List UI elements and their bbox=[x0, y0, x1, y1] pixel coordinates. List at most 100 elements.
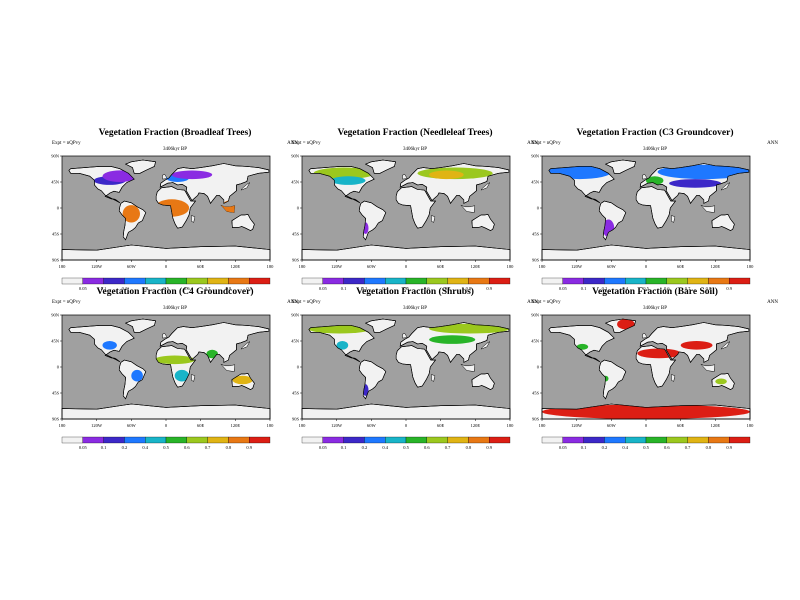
colorbar-label: 0.7 bbox=[205, 286, 211, 291]
coastline bbox=[471, 214, 495, 231]
lat-tick-label: 90N bbox=[291, 313, 300, 318]
colorbar-swatch bbox=[301, 436, 323, 444]
lon-tick-label: 60W bbox=[607, 264, 617, 269]
vegetation-region-2 bbox=[429, 170, 464, 180]
colorbar-label: 0.5 bbox=[403, 445, 409, 450]
colorbar-swatch bbox=[541, 436, 563, 444]
lat-tick-label: 45N bbox=[531, 180, 540, 185]
time-label: 3406kyr BP bbox=[642, 147, 668, 152]
colorbar-swatch bbox=[541, 277, 563, 285]
colorbar-swatch bbox=[562, 436, 584, 444]
lon-tick-label: 0 bbox=[405, 264, 408, 269]
lat-tick-label: 45N bbox=[51, 180, 60, 185]
colorbar-swatch bbox=[385, 436, 407, 444]
colorbar-label: 0.2 bbox=[122, 286, 128, 291]
island-1 bbox=[240, 340, 251, 350]
season-label: ANN bbox=[527, 141, 538, 146]
lon-tick-label: 0 bbox=[645, 264, 648, 269]
island-3 bbox=[402, 174, 408, 180]
colorbar-label: 0.7 bbox=[445, 286, 451, 291]
island-1 bbox=[240, 181, 251, 191]
colorbar-label: 0.9 bbox=[726, 286, 732, 291]
colorbar-swatch bbox=[249, 436, 271, 444]
colorbar-label: 0.8 bbox=[706, 445, 712, 450]
colorbar-swatch bbox=[489, 277, 511, 285]
lon-tick-label: 180 bbox=[299, 264, 307, 269]
time-label: 3406kyr BP bbox=[642, 306, 668, 311]
vegetation-region-1 bbox=[174, 369, 190, 382]
coastline bbox=[395, 345, 437, 388]
panel-c3-groundcover: Vegetation Fraction (C3 Groundcover) Exp… bbox=[530, 128, 780, 318]
colorbar-swatch bbox=[186, 436, 208, 444]
vegetation-region-1 bbox=[429, 323, 510, 334]
colorbar-swatch bbox=[468, 436, 490, 444]
colorbar-label: 0.1 bbox=[101, 286, 107, 291]
coastline bbox=[471, 373, 495, 390]
colorbar-label: 0.6 bbox=[184, 286, 190, 291]
vegetation-region-2 bbox=[617, 319, 635, 330]
colorbar-label: 0.2 bbox=[602, 286, 608, 291]
lon-tick-label: 0 bbox=[645, 423, 648, 428]
colorbar-label: 0.6 bbox=[424, 445, 430, 450]
colorbar-label: 0.6 bbox=[184, 445, 190, 450]
panel-bare-soil: Vegetation Fraction (Bare Soil) Expt = n… bbox=[530, 287, 780, 477]
lon-tick-label: 60W bbox=[127, 423, 137, 428]
lon-tick-label: 180 bbox=[59, 423, 67, 428]
island-0 bbox=[700, 204, 716, 213]
colorbar-swatch bbox=[186, 277, 208, 285]
colorbar-swatch bbox=[426, 277, 448, 285]
colorbar-label: 0.8 bbox=[226, 286, 232, 291]
island-1 bbox=[480, 181, 491, 191]
colorbar: 0.05 0.1 0.2 0.4 0.5 0.6 0.7 0.8 0.9 bbox=[541, 277, 751, 291]
lon-tick-label: 120E bbox=[711, 423, 721, 428]
panel-title: Vegetation Fraction (C3 Groundcover) bbox=[576, 128, 734, 138]
lon-tick-label: 180 bbox=[267, 264, 275, 269]
lon-tick-label: 60W bbox=[367, 423, 377, 428]
lon-tick-label: 120W bbox=[331, 423, 343, 428]
coastline bbox=[711, 214, 735, 231]
panel-title: Vegetation Fraction (C4 Groundcover) bbox=[96, 287, 254, 297]
panel-title: Vegetation Fraction (Shrubs) bbox=[356, 287, 474, 297]
colorbar-label: 0.2 bbox=[122, 445, 128, 450]
colorbar-label: 0.1 bbox=[101, 445, 107, 450]
expt-label: Expt = nQPvy bbox=[292, 141, 321, 146]
expt-label: Expt = nQPvy bbox=[532, 141, 561, 146]
colorbar-swatch bbox=[447, 436, 469, 444]
season-label: ANN bbox=[287, 141, 298, 146]
colorbar-label: 0.8 bbox=[466, 286, 472, 291]
island-3 bbox=[402, 333, 408, 339]
vegetation-region-0 bbox=[154, 355, 195, 365]
island-3 bbox=[162, 333, 168, 339]
time-label: 3406kyr BP bbox=[402, 147, 428, 152]
colorbar: 0.05 0.1 0.2 0.4 0.5 0.6 0.7 0.8 0.9 bbox=[61, 436, 271, 450]
island-1 bbox=[720, 181, 731, 191]
lat-tick-label: 90S bbox=[52, 417, 60, 422]
island-2 bbox=[431, 215, 436, 223]
colorbar-label: 0.7 bbox=[205, 445, 211, 450]
colorbar-label: 0.7 bbox=[685, 286, 691, 291]
panel-title: Vegetation Fraction (Bare Soil) bbox=[592, 287, 718, 297]
vegetation-region-5 bbox=[715, 378, 727, 385]
time-label: 3406kyr BP bbox=[402, 306, 428, 311]
colorbar-swatch bbox=[645, 436, 667, 444]
vegetation-region-3 bbox=[330, 176, 366, 185]
coastline bbox=[711, 373, 735, 390]
lon-tick-label: 180 bbox=[507, 264, 515, 269]
colorbar-label: 0.7 bbox=[445, 445, 451, 450]
lat-tick-label: 0 bbox=[57, 206, 60, 211]
coastline bbox=[155, 345, 197, 388]
colorbar-swatch bbox=[322, 436, 344, 444]
lat-tick-label: 90S bbox=[52, 258, 60, 263]
lon-tick-label: 180 bbox=[59, 264, 67, 269]
lon-tick-label: 60E bbox=[437, 423, 445, 428]
vegetation-layer bbox=[313, 167, 493, 234]
colorbar-label: 0.05 bbox=[79, 286, 88, 291]
lat-tick-label: 90S bbox=[532, 417, 540, 422]
colorbar-label: 0.2 bbox=[362, 286, 368, 291]
colorbar-label: 0.5 bbox=[643, 445, 649, 450]
coastline bbox=[68, 325, 135, 363]
colorbar-label: 0.5 bbox=[163, 286, 169, 291]
island-3 bbox=[642, 333, 648, 339]
